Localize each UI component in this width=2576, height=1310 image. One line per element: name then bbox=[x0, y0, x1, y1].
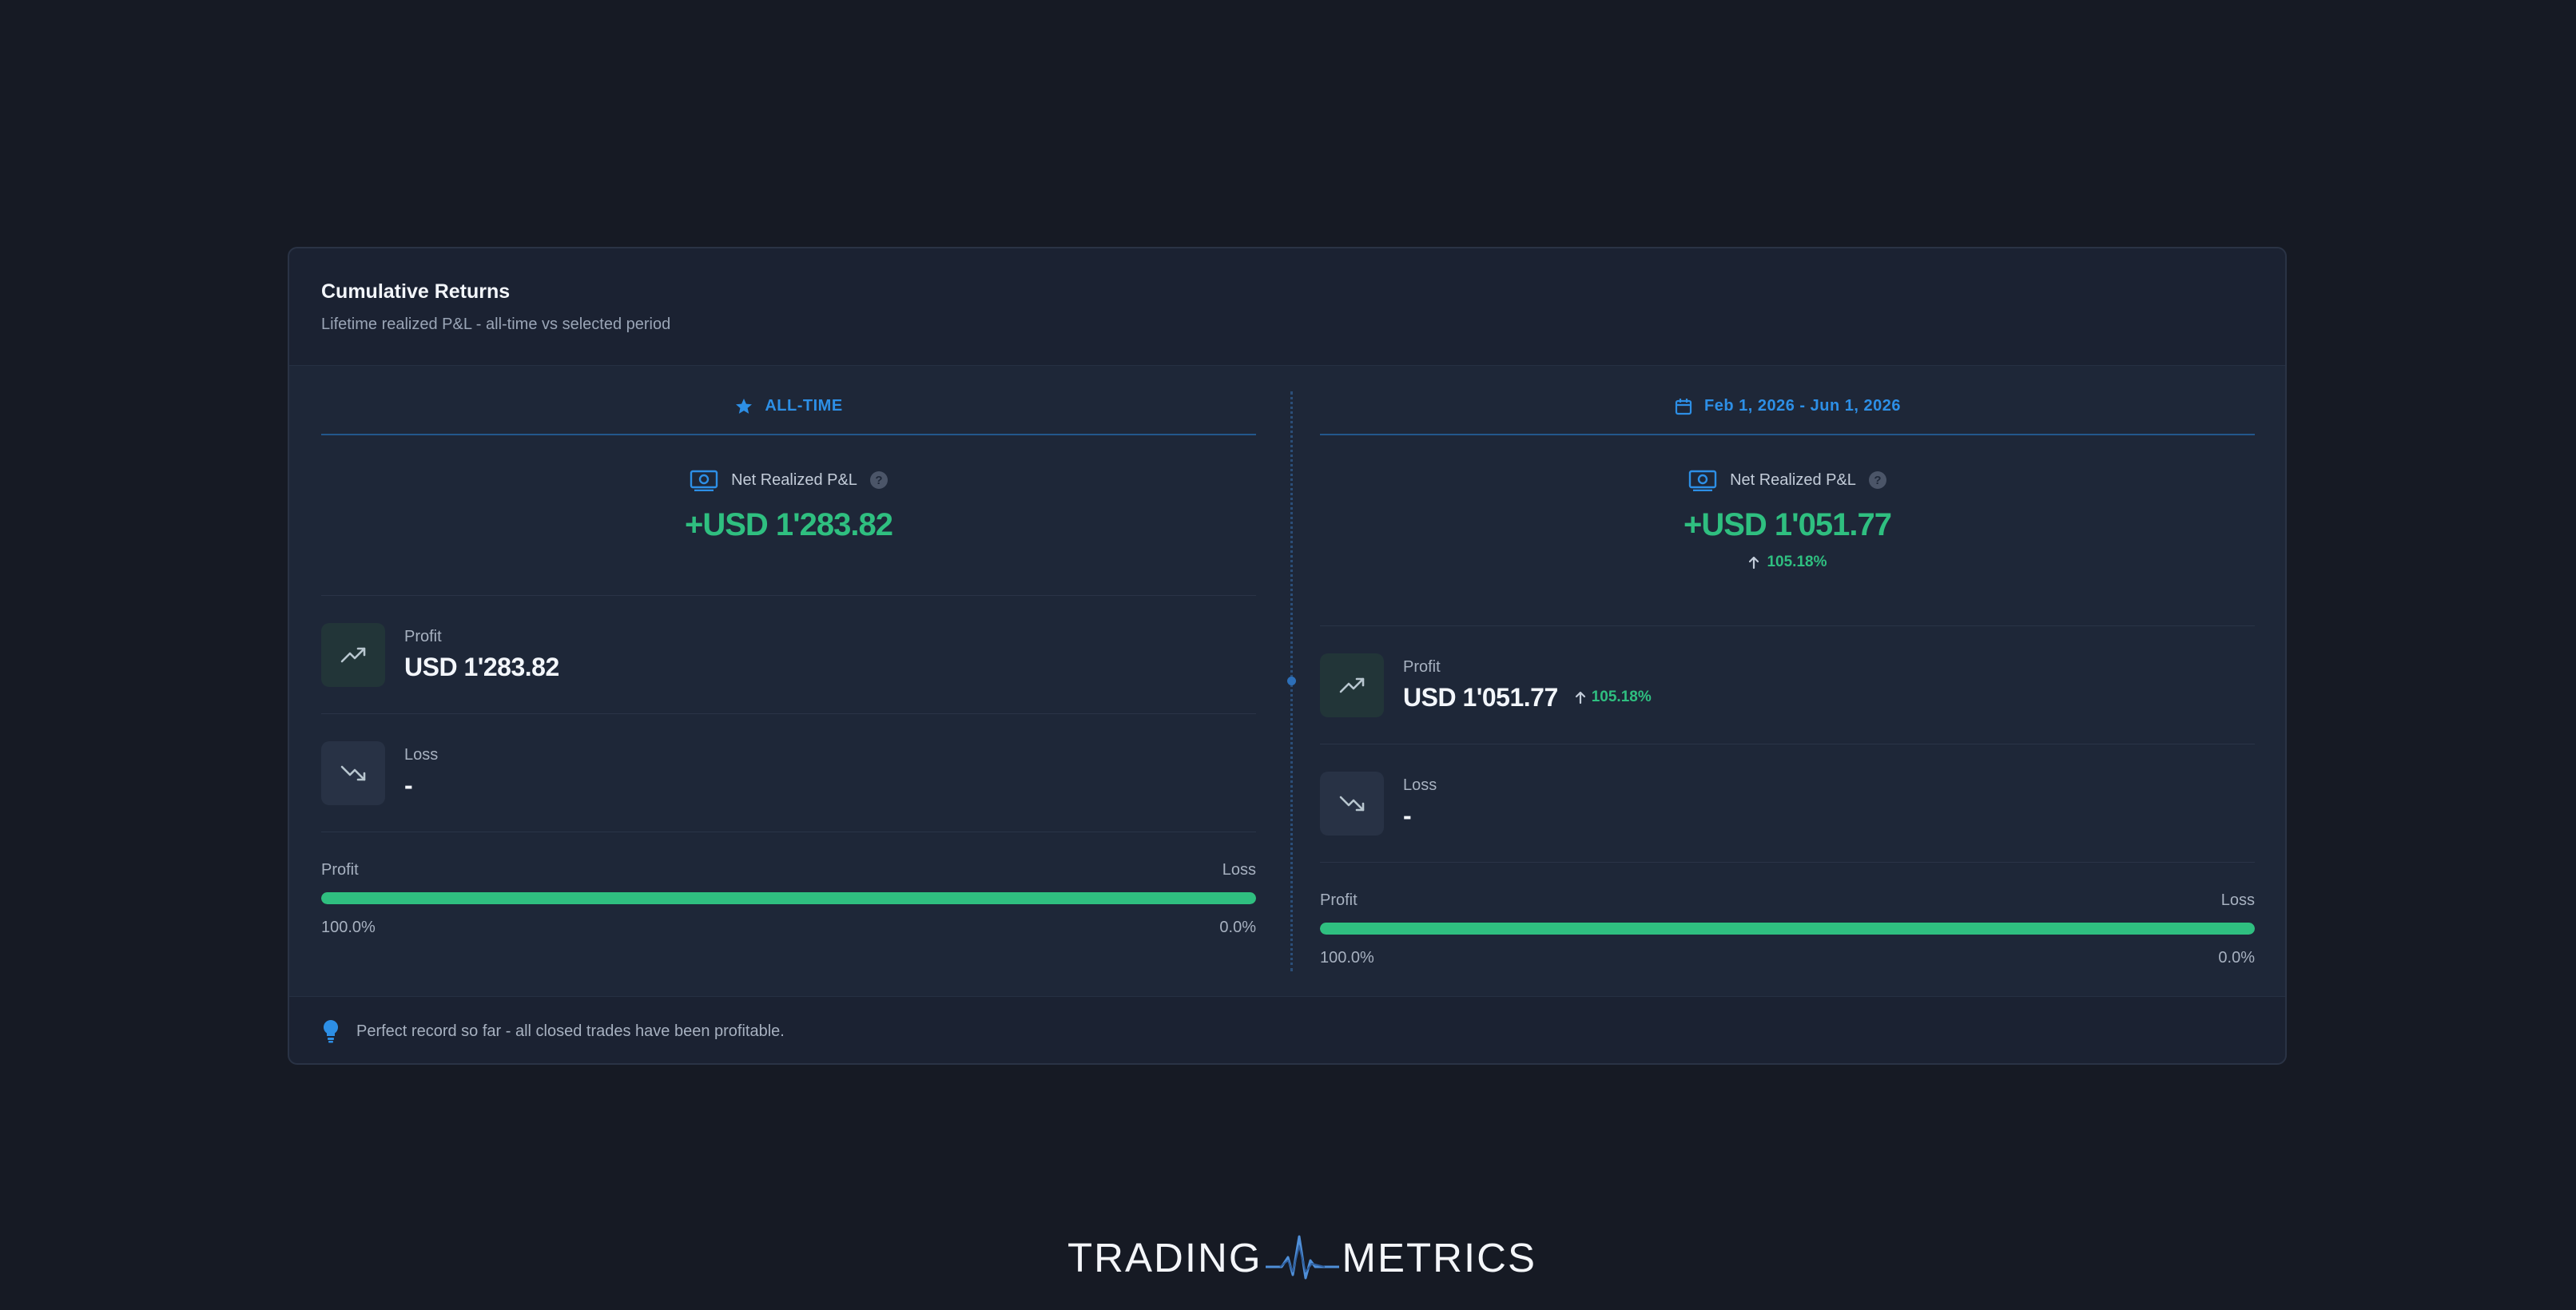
net-value: +USD 1'283.82 bbox=[684, 507, 893, 542]
column-header-label: ALL-TIME bbox=[765, 397, 843, 415]
bar-profit-label: Profit bbox=[1320, 891, 1358, 909]
ratio-bar bbox=[1320, 923, 2255, 935]
arrow-up-icon bbox=[1749, 556, 1759, 570]
divider-dot bbox=[1287, 677, 1296, 685]
money-icon bbox=[1688, 470, 1717, 491]
loss-value: - bbox=[404, 770, 413, 800]
loss-label: Loss bbox=[1403, 776, 1437, 794]
bar-loss-label: Loss bbox=[1222, 861, 1256, 879]
trading-metrics-logo: TRADING METRICS bbox=[1067, 1225, 1536, 1289]
net-value: +USD 1'051.77 bbox=[1683, 507, 1892, 542]
profit-label: Profit bbox=[1403, 657, 1441, 676]
net-label: Net Realized P&L bbox=[731, 470, 857, 489]
money-icon bbox=[690, 470, 718, 491]
net-label: Net Realized P&L bbox=[1730, 470, 1856, 489]
column-header-label: Feb 1, 2026 - Jun 1, 2026 bbox=[1704, 397, 1901, 415]
loss-value: - bbox=[1403, 800, 1412, 830]
trending-up-icon bbox=[321, 622, 385, 687]
profit-loss-ratio: Profit Loss 100.0% 0.0% bbox=[1320, 862, 2255, 967]
net-label-row: Net Realized P&L ? bbox=[1320, 469, 2255, 491]
card-body: ALL-TIME Net Realized P&L ? +USD 1'283.8… bbox=[289, 365, 2285, 997]
net-change-value: 105.18% bbox=[1767, 554, 1827, 570]
bar-profit-pct: 100.0% bbox=[1320, 949, 1374, 967]
help-icon[interactable]: ? bbox=[1868, 471, 1886, 489]
arrow-up-icon bbox=[1575, 691, 1585, 705]
help-icon[interactable]: ? bbox=[869, 471, 888, 489]
star-icon bbox=[736, 398, 753, 414]
profit-amount: USD 1'051.77 bbox=[1403, 682, 1558, 712]
bar-profit-label: Profit bbox=[321, 861, 359, 879]
bar-loss-pct: 0.0% bbox=[2218, 949, 2255, 967]
period-column: Feb 1, 2026 - Jun 1, 2026 Net Realized P… bbox=[1320, 366, 2255, 967]
bar-profit-pct: 100.0% bbox=[321, 919, 376, 936]
trending-down-icon bbox=[321, 740, 385, 805]
profit-amount: USD 1'283.82 bbox=[404, 652, 559, 681]
ratio-bar-fill bbox=[1320, 923, 2255, 935]
net-change: 105.18% bbox=[1320, 554, 2255, 571]
profit-change-value: 105.18% bbox=[1591, 689, 1652, 705]
trending-down-icon bbox=[1320, 771, 1384, 836]
bar-loss-pct: 0.0% bbox=[1219, 919, 1256, 936]
bar-loss-label: Loss bbox=[2220, 891, 2255, 909]
calendar-icon bbox=[1675, 398, 1692, 415]
ratio-bar bbox=[321, 892, 1256, 904]
pulse-wave-icon bbox=[1265, 1235, 1339, 1280]
all-time-tab-header: ALL-TIME bbox=[321, 366, 1256, 435]
loss-label: Loss bbox=[404, 745, 439, 764]
profit-value: USD 1'283.82 bbox=[404, 653, 559, 682]
period-tab-header[interactable]: Feb 1, 2026 - Jun 1, 2026 bbox=[1320, 366, 2255, 435]
card-title: Cumulative Returns bbox=[321, 280, 511, 303]
net-realized-pnl: Net Realized P&L ? +USD 1'283.82 bbox=[321, 435, 1256, 595]
all-time-column: ALL-TIME Net Realized P&L ? +USD 1'283.8… bbox=[321, 366, 1256, 937]
net-label-row: Net Realized P&L ? bbox=[321, 469, 1256, 491]
loss-row: Loss - bbox=[1320, 744, 2255, 862]
loss-row: Loss - bbox=[321, 713, 1256, 832]
card-subtitle: Lifetime realized P&L - all-time vs sele… bbox=[321, 316, 671, 333]
logo-text-right: METRICS bbox=[1342, 1234, 1536, 1280]
cumulative-returns-card: Cumulative Returns Lifetime realized P&L… bbox=[288, 247, 2287, 1065]
profit-label: Profit bbox=[404, 627, 442, 645]
card-header: Cumulative Returns Lifetime realized P&L… bbox=[289, 248, 2285, 365]
ratio-bar-fill bbox=[321, 892, 1256, 904]
card-footer-tip: Perfect record so far - all closed trade… bbox=[289, 996, 2285, 1063]
profit-loss-ratio: Profit Loss 100.0% 0.0% bbox=[321, 832, 1256, 937]
net-realized-pnl: Net Realized P&L ? +USD 1'051.77 105.18% bbox=[1320, 435, 2255, 625]
footer-text: Perfect record so far - all closed trade… bbox=[356, 1022, 785, 1040]
profit-row: Profit USD 1'051.77 105.18% bbox=[1320, 625, 2255, 744]
logo-text-left: TRADING bbox=[1067, 1234, 1262, 1280]
lightbulb-icon bbox=[323, 1020, 339, 1043]
profit-change: 105.18% bbox=[1574, 689, 1652, 706]
profit-value: USD 1'051.77 105.18% bbox=[1403, 683, 1652, 713]
profit-row: Profit USD 1'283.82 bbox=[321, 595, 1256, 713]
trending-up-icon bbox=[1320, 653, 1384, 717]
